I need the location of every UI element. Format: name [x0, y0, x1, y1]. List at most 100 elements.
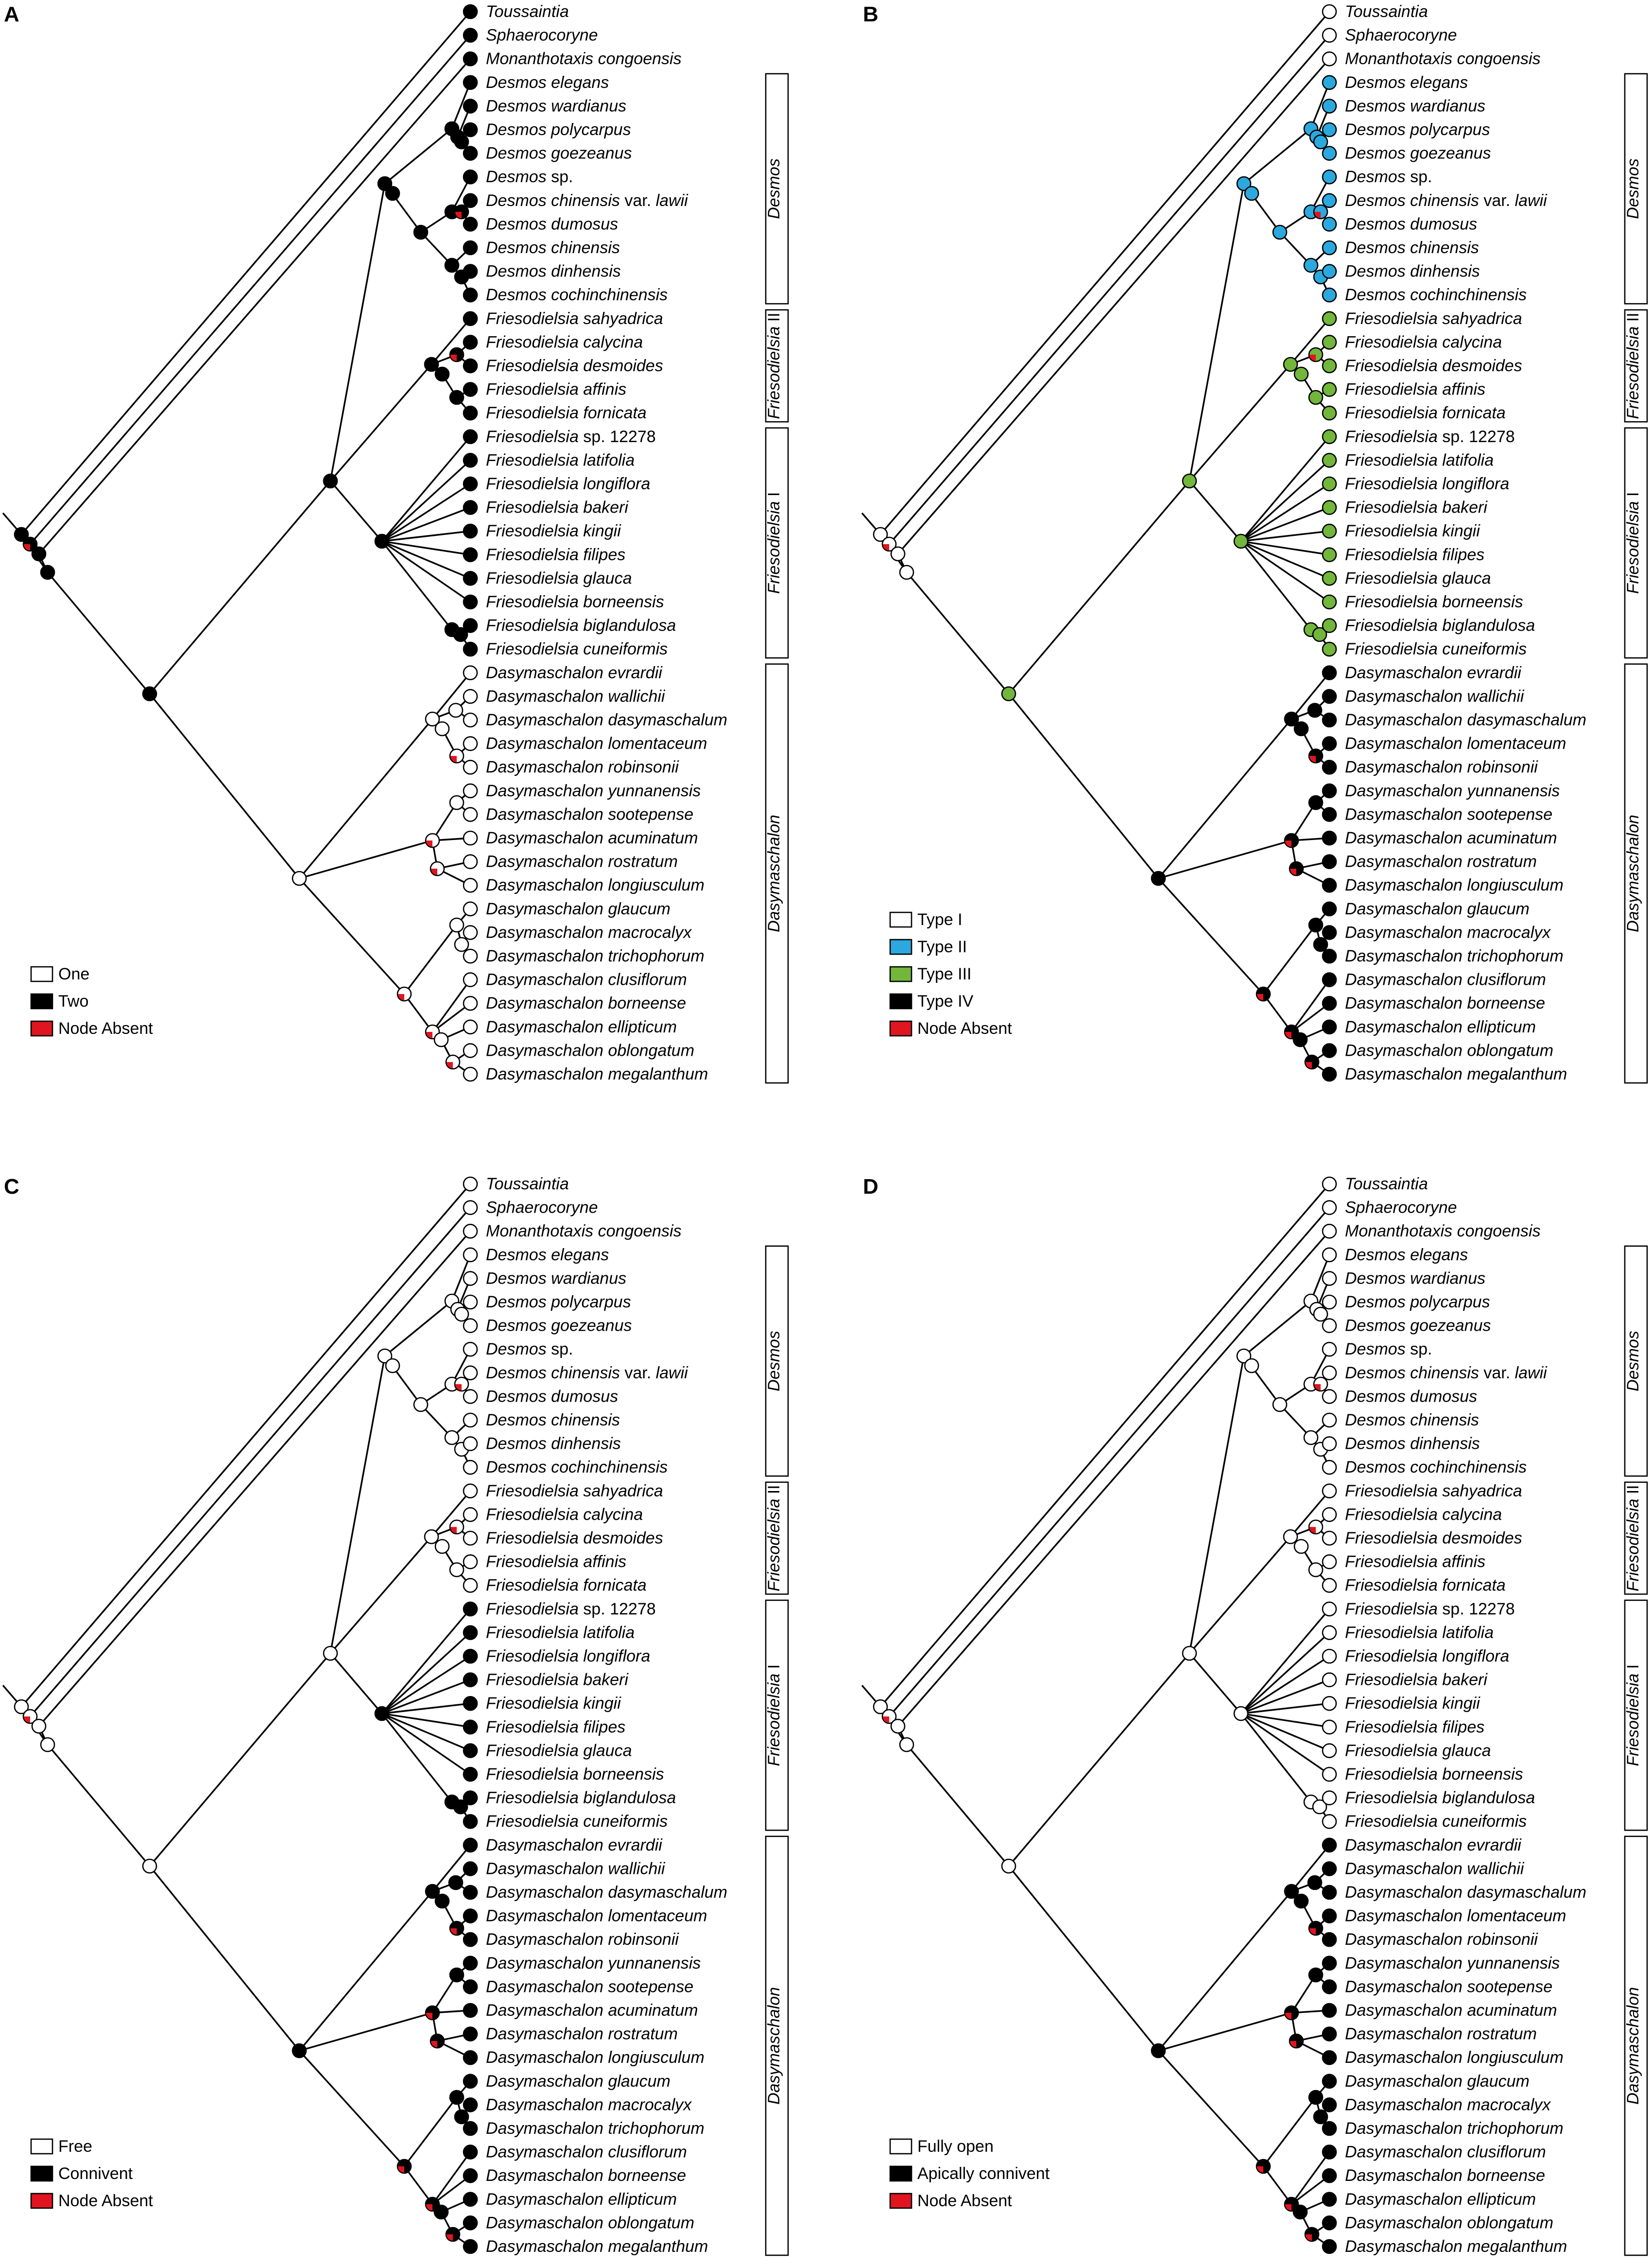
tip-node	[1322, 382, 1337, 397]
tip-node	[463, 1507, 478, 1522]
legend-label: One	[58, 965, 89, 983]
tip-node	[463, 2050, 478, 2065]
taxon-label: Dasymaschalon ellipticum	[1345, 2190, 1536, 2209]
internal-node	[40, 1737, 55, 1752]
legend: Free Connivent Node Absent	[30, 2137, 153, 2210]
branch	[329, 1355, 386, 1654]
internal-node	[1284, 2005, 1299, 2021]
tip-node	[463, 1247, 478, 1263]
internal-node	[413, 1397, 429, 1412]
internal-node	[1308, 390, 1324, 405]
internal-node	[899, 1737, 914, 1752]
internal-node	[434, 1893, 450, 1909]
taxon-label: Friesodielsia kingii	[1345, 1694, 1480, 1713]
tip-node	[1322, 1271, 1337, 1286]
branch	[298, 1890, 433, 2052]
taxon-label: Desmos goezeanus	[486, 1317, 632, 1335]
internal-node	[396, 986, 412, 1002]
branch	[1188, 1536, 1291, 1654]
taxon-label: Dasymaschalon glaucum	[486, 900, 671, 918]
taxon-label: Desmos dinhensis	[1345, 1435, 1480, 1453]
taxon-label: Toussaintia	[486, 2, 569, 21]
taxon-label: Friesodielsia latifolia	[1345, 451, 1494, 469]
taxon-label: Dasymaschalon sootepense	[1345, 1977, 1552, 1996]
taxon-label: Dasymaschalon acuminatum	[1345, 2001, 1557, 2020]
internal-node	[142, 1858, 157, 1874]
panel-letter: A	[4, 2, 19, 26]
tip-node	[463, 1483, 478, 1499]
tip-node	[1322, 28, 1337, 43]
branch	[1291, 802, 1317, 841]
tip-node	[1322, 1294, 1337, 1310]
taxon-label: Desmos dumosus	[486, 215, 618, 233]
internal-node	[434, 1539, 450, 1554]
clade-label: Dasymaschalon	[765, 815, 783, 932]
branch	[149, 1652, 331, 1867]
internal-node	[454, 134, 469, 150]
tip-node	[463, 1066, 478, 1082]
branch	[381, 1608, 471, 1715]
branch	[1008, 480, 1190, 695]
taxon-label: Desmos sp.	[1345, 168, 1432, 186]
internal-node	[22, 1709, 38, 1724]
internal-node	[425, 2005, 440, 2021]
taxon-label: Dasymaschalon glaucum	[1345, 900, 1530, 918]
tip-node	[1322, 1247, 1337, 1263]
internal-node	[1001, 686, 1016, 702]
legend-swatch	[889, 939, 912, 955]
tip-node	[463, 1436, 478, 1451]
branch	[1262, 993, 1292, 1033]
taxon-label: Desmos chinensis	[1345, 239, 1479, 257]
tip-node	[463, 1672, 478, 1687]
clade-bar	[1624, 1835, 1648, 2256]
tip-node	[1322, 759, 1337, 775]
internal-node	[1284, 833, 1299, 848]
legend-label: Type IV	[917, 992, 974, 1011]
internal-node	[1293, 1539, 1309, 1554]
branch	[403, 2165, 433, 2205]
tip-node	[1322, 1223, 1337, 1239]
clade-label: Friesodielsia II	[765, 312, 783, 419]
internal-node	[385, 186, 400, 201]
internal-node	[434, 366, 450, 382]
tip-node	[463, 901, 478, 917]
tip-node	[1322, 736, 1337, 751]
legend: Fully open Apically connivent Node Absent	[889, 2137, 1050, 2210]
tip-node	[1322, 783, 1337, 799]
internal-node	[430, 2033, 445, 2049]
tip-node	[1322, 287, 1337, 303]
tip-node	[463, 4, 478, 19]
branch	[430, 1490, 471, 1538]
branch	[430, 318, 471, 365]
internal-node	[449, 2090, 465, 2105]
branch	[420, 231, 453, 266]
taxon-label: Dasymaschalon lomentaceum	[1345, 1907, 1566, 1925]
internal-node	[1283, 1529, 1298, 1544]
internal-node	[449, 795, 465, 810]
branch	[329, 480, 383, 542]
taxon-label: Dasymaschalon sootepense	[486, 1977, 693, 1996]
taxon-label: Friesodielsia glauca	[1345, 569, 1491, 587]
taxon-label: Dasymaschalon evrardii	[1345, 1836, 1522, 1854]
tip-node	[463, 453, 478, 468]
tip-node	[1322, 146, 1337, 161]
clade-bar	[765, 1835, 789, 2256]
tip-node	[1322, 1365, 1337, 1381]
internal-node	[14, 527, 29, 542]
taxon-label: Friesodielsia bakeri	[1345, 1671, 1488, 1689]
branch	[1157, 877, 1264, 995]
tip-node	[463, 594, 478, 610]
branch	[149, 693, 300, 879]
clade-label: Desmos	[765, 158, 783, 219]
taxon-label: Friesodielsia fornicata	[486, 1576, 647, 1595]
internal-node	[454, 937, 469, 952]
branch	[431, 802, 458, 841]
taxon-label: Desmos polycarpus	[486, 1293, 631, 1311]
tip-node	[1322, 1696, 1337, 1711]
tip-node	[1322, 1601, 1337, 1617]
taxon-label: Desmos chinensis var. lawii	[1345, 1364, 1548, 1382]
branch	[1008, 693, 1159, 879]
taxon-label: Desmos sp.	[486, 1340, 573, 1358]
branch	[384, 128, 453, 185]
